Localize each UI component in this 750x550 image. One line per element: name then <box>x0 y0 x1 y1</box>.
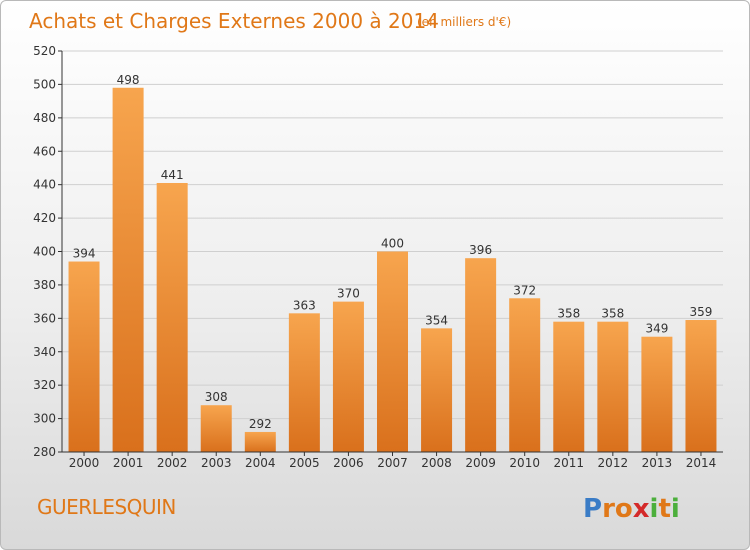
x-tick-label: 2013 <box>642 456 673 470</box>
x-tick-label: 2004 <box>245 456 276 470</box>
bar-value-label: 358 <box>601 307 624 321</box>
bar-value-label: 354 <box>425 313 448 327</box>
y-tick-label: 300 <box>33 412 56 426</box>
bar <box>156 182 188 452</box>
y-tick-label: 400 <box>33 245 56 259</box>
bar-value-label: 292 <box>249 417 272 431</box>
x-tick-label: 2011 <box>553 456 584 470</box>
chart-subtitle: (en milliers d'€) <box>417 15 511 29</box>
bar-value-label: 359 <box>690 305 713 319</box>
bar <box>288 313 320 452</box>
x-tick-label: 2014 <box>686 456 717 470</box>
bar <box>465 258 497 452</box>
bar <box>685 320 717 452</box>
y-tick-label: 340 <box>33 345 56 359</box>
y-tick-label: 420 <box>33 211 56 225</box>
bar-value-label: 308 <box>205 390 228 404</box>
x-tick-label: 2008 <box>421 456 452 470</box>
bar-value-label: 349 <box>645 322 668 336</box>
bar-value-label: 372 <box>513 283 536 297</box>
x-tick-label: 2005 <box>289 456 320 470</box>
x-tick-label: 2010 <box>509 456 540 470</box>
y-tick-label: 460 <box>33 144 56 158</box>
bar <box>421 328 453 452</box>
bar <box>332 301 364 452</box>
proxiti-logo: Proxiti <box>583 494 680 524</box>
logo-letter: o <box>615 494 633 524</box>
y-tick-label: 500 <box>33 77 56 91</box>
y-tick-label: 280 <box>33 445 56 459</box>
logo-letter: P <box>583 494 602 524</box>
bar <box>509 298 541 452</box>
bar-value-label: 358 <box>557 307 580 321</box>
bar-value-label: 394 <box>73 247 96 261</box>
bar <box>597 321 629 452</box>
bar-value-label: 396 <box>469 243 492 257</box>
logo-letter: x <box>633 494 650 524</box>
x-tick-label: 2012 <box>598 456 629 470</box>
logo-letter: r <box>602 494 615 524</box>
y-tick-label: 360 <box>33 311 56 325</box>
x-tick-label: 2003 <box>201 456 232 470</box>
bar <box>68 261 100 452</box>
y-tick-label: 380 <box>33 278 56 292</box>
y-tick-label: 320 <box>33 378 56 392</box>
x-tick-label: 2002 <box>157 456 188 470</box>
bar <box>112 87 144 452</box>
bar <box>377 251 408 452</box>
bar-value-label: 370 <box>337 287 360 301</box>
logo-letter: i <box>671 494 680 524</box>
bar <box>200 405 232 452</box>
x-tick-label: 2000 <box>69 456 100 470</box>
y-tick-label: 480 <box>33 111 56 125</box>
y-tick-label: 520 <box>33 44 56 58</box>
bar <box>553 321 585 452</box>
x-tick-label: 2006 <box>333 456 364 470</box>
y-tick-label: 440 <box>33 178 56 192</box>
bar-value-label: 498 <box>117 73 140 87</box>
logo-letter: t <box>658 494 670 524</box>
logo-letter: i <box>650 494 659 524</box>
commune-name: GUERLESQUIN <box>37 495 176 519</box>
x-tick-label: 2001 <box>113 456 144 470</box>
chart-title: Achats et Charges Externes 2000 à 2014 <box>29 9 439 33</box>
bar-value-label: 400 <box>381 237 404 251</box>
x-tick-label: 2007 <box>377 456 408 470</box>
x-tick-label: 2009 <box>465 456 496 470</box>
bar-value-label: 441 <box>161 168 184 182</box>
bar <box>641 336 673 452</box>
bar-value-label: 363 <box>293 298 316 312</box>
bar <box>244 431 276 452</box>
